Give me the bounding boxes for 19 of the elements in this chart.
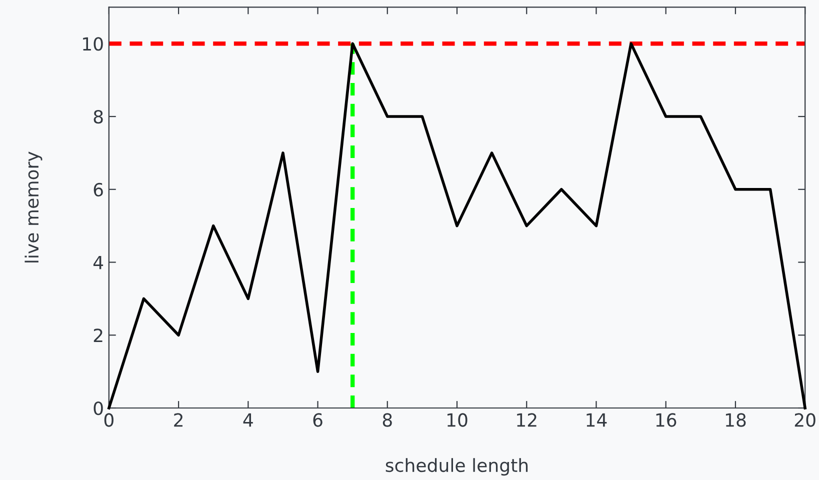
x-tick-label: 20	[794, 413, 816, 427]
y-tick-label: 2	[94, 328, 102, 342]
y-tick-label: 10	[83, 37, 103, 51]
y-tick-label: 0	[94, 401, 103, 416]
x-tick-label: 16	[656, 413, 676, 427]
x-tick-label: 10	[447, 413, 468, 427]
x-tick-label: 6	[313, 413, 322, 427]
y-axis-title: live memory	[24, 152, 42, 262]
x-tick-label: 8	[382, 413, 392, 427]
x-tick-label: 12	[517, 413, 536, 427]
x-axis-title: schedule length	[386, 458, 528, 476]
x-tick-label: 18	[726, 413, 746, 427]
y-tick-label: 6	[94, 182, 103, 196]
x-tick-label: 2	[174, 413, 182, 427]
x-tick-label: 14	[586, 413, 607, 427]
y-tick-label: 4	[93, 256, 104, 270]
x-tick-label: 4	[243, 413, 253, 427]
y-tick-label: 8	[94, 110, 103, 124]
x-tick-label: 0	[104, 413, 114, 427]
